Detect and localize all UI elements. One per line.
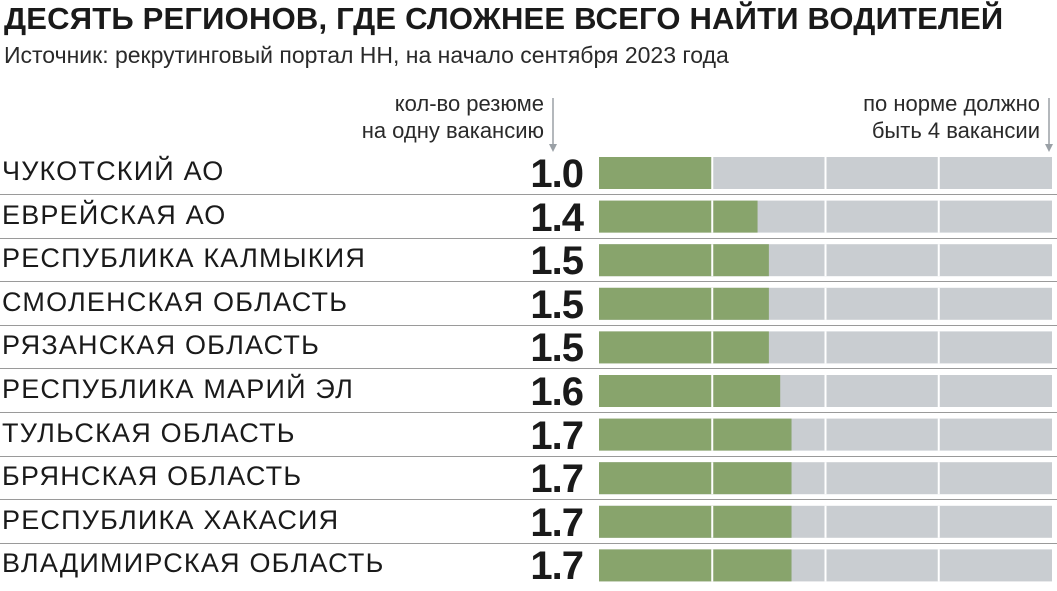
category-label: РЕСПУБЛИКА МАРИЙ ЭЛ (2, 374, 355, 404)
row-separator (0, 194, 1057, 195)
value-label: 1.7 (530, 500, 584, 545)
norm-column-arrow-head (1045, 144, 1053, 152)
category-label: ВЛАДИМИРСКАЯ ОБЛАСТЬ (2, 548, 385, 579)
value-column-note-line1: кол-во резюме (394, 91, 544, 116)
row-separator (0, 237, 1057, 239)
category-label: БРЯНСКАЯ ОБЛАСТЬ (2, 461, 303, 492)
category-label: РЕСПУБЛИКА КАЛМЫКИЯ (2, 243, 367, 274)
norm-column-note: по норме должно быть 4 вакансии (863, 90, 1040, 144)
bar (599, 200, 758, 233)
category-label: ТУЛЬСКАЯ ОБЛАСТЬ (2, 417, 296, 448)
norm-column-note-line1: по норме должно (863, 91, 1040, 116)
row-separator (0, 368, 1057, 370)
row-separator (0, 281, 1057, 283)
bar (599, 157, 713, 189)
norm-column-note-line2: быть 4 вакансии (871, 118, 1040, 143)
value-label: 1.0 (530, 152, 584, 196)
bar (599, 244, 769, 277)
category-label: ЧУКОТСКИЙ АО (2, 156, 225, 186)
value-label: 1.7 (530, 544, 584, 589)
category-label: СМОЛЕНСКАЯ ОБЛАСТЬ (2, 286, 349, 317)
row-separator (0, 499, 1057, 501)
page-title: ДЕСЯТЬ РЕГИОНОВ, ГДЕ СЛОЖНЕЕ ВСЕГО НАЙТИ… (4, 1, 1004, 36)
value-label: 1.5 (530, 282, 584, 327)
value-column-note-line2: на одну вакансию (361, 118, 544, 143)
value-column-note: кол-во резюме на одну вакансию (362, 90, 544, 144)
category-label: РЯЗАНСКАЯ ОБЛАСТЬ (2, 330, 321, 361)
row-separator (0, 412, 1057, 413)
value-label: 1.7 (530, 413, 584, 458)
value-label: 1.6 (530, 370, 584, 414)
category-label: ЕВРЕЙСКАЯ АО (2, 199, 227, 230)
category-label: РЕСПУБЛИКА ХАКАСИЯ (2, 504, 340, 535)
bar (599, 331, 769, 364)
bar (599, 375, 781, 407)
value-label: 1.5 (530, 239, 584, 284)
value-label: 1.7 (530, 457, 584, 502)
page-subtitle: Источник: рекрутинговый портал НН, на на… (4, 42, 729, 68)
row-separator (0, 324, 1057, 326)
bar (599, 418, 792, 451)
bar (599, 505, 792, 538)
bar (599, 462, 792, 495)
bar (599, 549, 792, 582)
bar (599, 287, 769, 320)
value-label: 1.5 (530, 326, 584, 371)
row-separator (0, 542, 1057, 544)
row-separator (0, 455, 1057, 457)
value-label: 1.4 (530, 195, 584, 240)
value-column-arrow-head (549, 144, 557, 152)
